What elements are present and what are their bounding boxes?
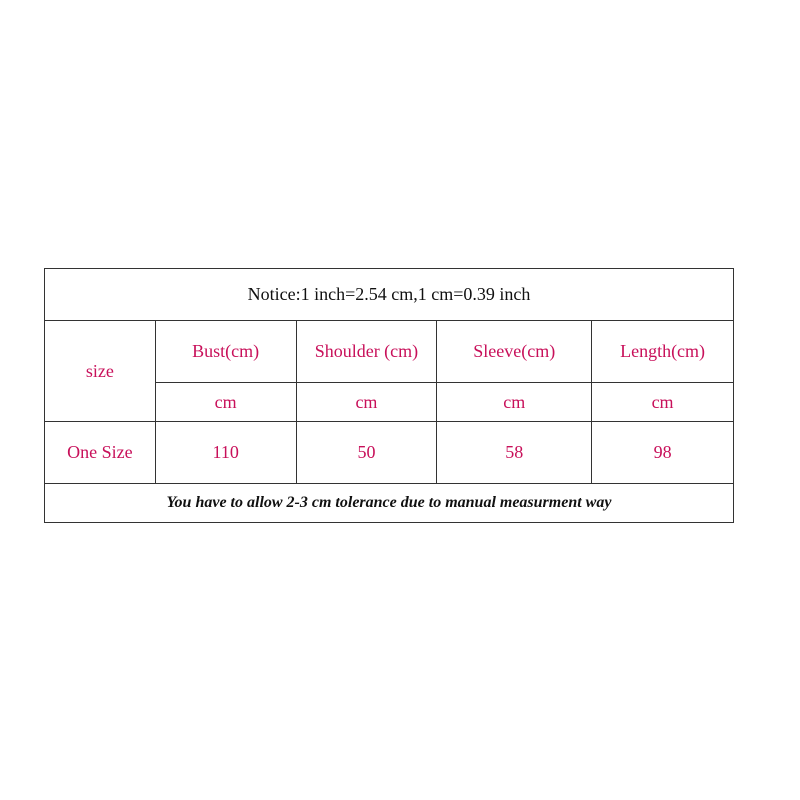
unit-cell: cm xyxy=(591,382,734,422)
notice-cell: Notice:1 inch=2.54 cm,1 cm=0.39 inch xyxy=(44,268,734,321)
column-header-shoulder: Shoulder (cm) xyxy=(295,320,438,383)
size-chart-table: Notice:1 inch=2.54 cm,1 cm=0.39 inch siz… xyxy=(44,268,734,523)
length-value: 98 xyxy=(591,421,734,484)
bust-value: 110 xyxy=(154,421,297,484)
size-cell: One Size xyxy=(44,421,156,484)
sleeve-value: 58 xyxy=(436,421,593,484)
unit-cell: cm xyxy=(295,382,438,422)
column-header-length: Length(cm) xyxy=(591,320,734,383)
unit-cell: cm xyxy=(436,382,593,422)
column-header-sleeve: Sleeve(cm) xyxy=(436,320,593,383)
size-header: size xyxy=(44,320,156,422)
column-header-bust: Bust(cm) xyxy=(154,320,297,383)
tolerance-footnote: You have to allow 2-3 cm tolerance due t… xyxy=(44,483,734,523)
table-row: One Size 110 50 58 98 xyxy=(44,421,734,484)
unit-cell: cm xyxy=(154,382,297,422)
shoulder-value: 50 xyxy=(295,421,438,484)
